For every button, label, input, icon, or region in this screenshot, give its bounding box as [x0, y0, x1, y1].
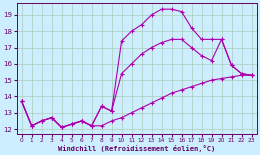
X-axis label: Windchill (Refroidissement éolien,°C): Windchill (Refroidissement éolien,°C)	[58, 144, 215, 152]
